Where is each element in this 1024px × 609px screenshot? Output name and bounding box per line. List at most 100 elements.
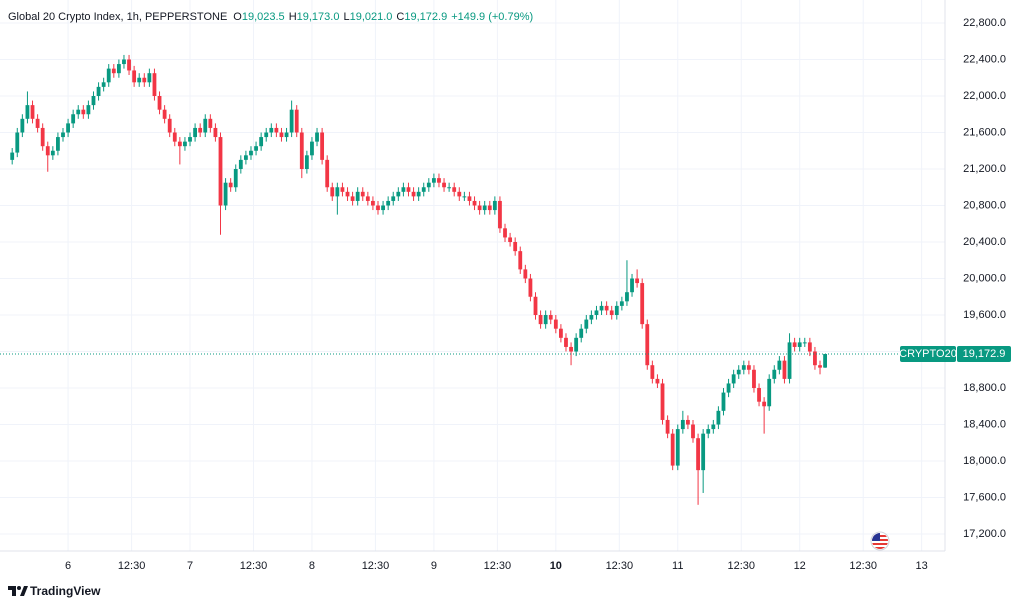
candle-body bbox=[772, 369, 777, 379]
candle-body bbox=[274, 127, 279, 133]
candle-body bbox=[609, 310, 614, 316]
y-tick-label: 18,000.0 bbox=[963, 455, 1006, 467]
candle-body bbox=[680, 419, 685, 430]
candle-body bbox=[259, 137, 264, 147]
candle-body bbox=[467, 196, 472, 201]
ohlc-value: 19,173.0 bbox=[297, 11, 340, 23]
candle-body bbox=[304, 155, 309, 170]
candle-body bbox=[782, 360, 787, 379]
candle-body bbox=[284, 132, 289, 138]
y-tick-label: 22,000.0 bbox=[963, 90, 1006, 102]
candle-body bbox=[472, 200, 477, 206]
candle-body bbox=[294, 109, 299, 133]
ohlc-value: 19,023.5 bbox=[242, 11, 285, 23]
candle-body bbox=[66, 123, 70, 133]
grid bbox=[0, 0, 945, 551]
candle-body bbox=[477, 205, 482, 211]
candle-body bbox=[416, 191, 421, 197]
x-tick-label: 12:30 bbox=[728, 560, 756, 572]
candle-body bbox=[569, 346, 573, 352]
candle-body bbox=[381, 205, 385, 211]
x-tick-label: 10 bbox=[550, 560, 562, 572]
x-tick-label: 12:30 bbox=[484, 560, 512, 572]
candle-body bbox=[203, 118, 208, 133]
candle-body bbox=[71, 114, 76, 124]
x-tick-label: 12 bbox=[794, 560, 806, 572]
candle-body bbox=[696, 438, 700, 471]
candle-body bbox=[716, 410, 721, 425]
y-tick-label: 19,600.0 bbox=[963, 309, 1006, 321]
candle-body bbox=[167, 118, 172, 133]
candle-body bbox=[807, 342, 812, 352]
ohlc-key: H bbox=[289, 11, 297, 23]
candle-body bbox=[421, 187, 426, 192]
candle-body bbox=[401, 187, 406, 192]
candle-body bbox=[655, 378, 660, 384]
candle-body bbox=[396, 191, 401, 197]
y-tick-label: 21,200.0 bbox=[963, 163, 1006, 175]
candle-body bbox=[355, 191, 360, 201]
candle-body bbox=[594, 310, 599, 316]
candle-body bbox=[538, 315, 543, 325]
candle-body bbox=[767, 378, 772, 407]
ohlc-value: 19,021.0 bbox=[350, 11, 393, 23]
candles bbox=[0, 54, 945, 505]
candle-body bbox=[122, 59, 126, 65]
candle-body bbox=[360, 191, 365, 197]
candle-body bbox=[660, 383, 665, 420]
candle-body bbox=[157, 96, 162, 110]
candle-body bbox=[188, 137, 192, 142]
candle-body bbox=[137, 77, 142, 83]
candle-body bbox=[30, 105, 35, 119]
candle-body bbox=[736, 369, 741, 375]
candle-body bbox=[746, 365, 751, 370]
candle-body bbox=[752, 369, 756, 389]
candle-body bbox=[411, 191, 416, 197]
candle-body bbox=[162, 109, 167, 119]
candle-body bbox=[533, 296, 538, 316]
candle-body bbox=[198, 127, 203, 133]
candle-body bbox=[426, 182, 431, 188]
tradingview-logo: TradingView bbox=[8, 584, 101, 598]
candle-body bbox=[508, 237, 513, 243]
candle-body bbox=[406, 187, 411, 192]
candle-body bbox=[640, 283, 645, 325]
candle-body bbox=[147, 73, 152, 83]
candle-body bbox=[111, 68, 116, 74]
candle-body bbox=[482, 205, 487, 211]
candle-body bbox=[518, 251, 523, 270]
symbol-tag bbox=[900, 345, 956, 362]
candle-body bbox=[604, 305, 609, 311]
y-tick-label: 20,000.0 bbox=[963, 272, 1006, 284]
candle-body bbox=[457, 191, 462, 197]
candle-body bbox=[45, 146, 50, 156]
candle-body bbox=[238, 159, 243, 170]
candle-body bbox=[299, 132, 304, 170]
candle-body bbox=[670, 433, 675, 466]
candle-body bbox=[350, 196, 355, 201]
chart-title: Global 20 Crypto Index, 1h, PEPPERSTONE bbox=[8, 11, 227, 23]
candle-body bbox=[665, 419, 670, 434]
candle-body bbox=[762, 401, 767, 407]
candle-body bbox=[25, 105, 30, 119]
candle-body bbox=[614, 305, 619, 316]
candle-body bbox=[96, 86, 101, 97]
x-tick-label: 12:30 bbox=[849, 560, 877, 572]
candle-body bbox=[310, 141, 314, 156]
candle-body bbox=[431, 178, 436, 183]
candle-body bbox=[249, 150, 253, 156]
candle-body bbox=[442, 182, 446, 188]
candle-body bbox=[56, 137, 60, 151]
candle-body bbox=[91, 96, 96, 106]
candle-body bbox=[386, 200, 391, 206]
ohlc-value: 19,172.9 bbox=[404, 11, 447, 23]
candle-body bbox=[630, 278, 634, 293]
candle-body bbox=[376, 205, 380, 211]
candle-body bbox=[686, 419, 690, 425]
candle-body bbox=[279, 132, 284, 138]
candle-body bbox=[599, 305, 604, 311]
y-tick-label: 22,400.0 bbox=[963, 53, 1006, 65]
candle-body bbox=[543, 315, 548, 325]
candle-body bbox=[132, 70, 137, 83]
